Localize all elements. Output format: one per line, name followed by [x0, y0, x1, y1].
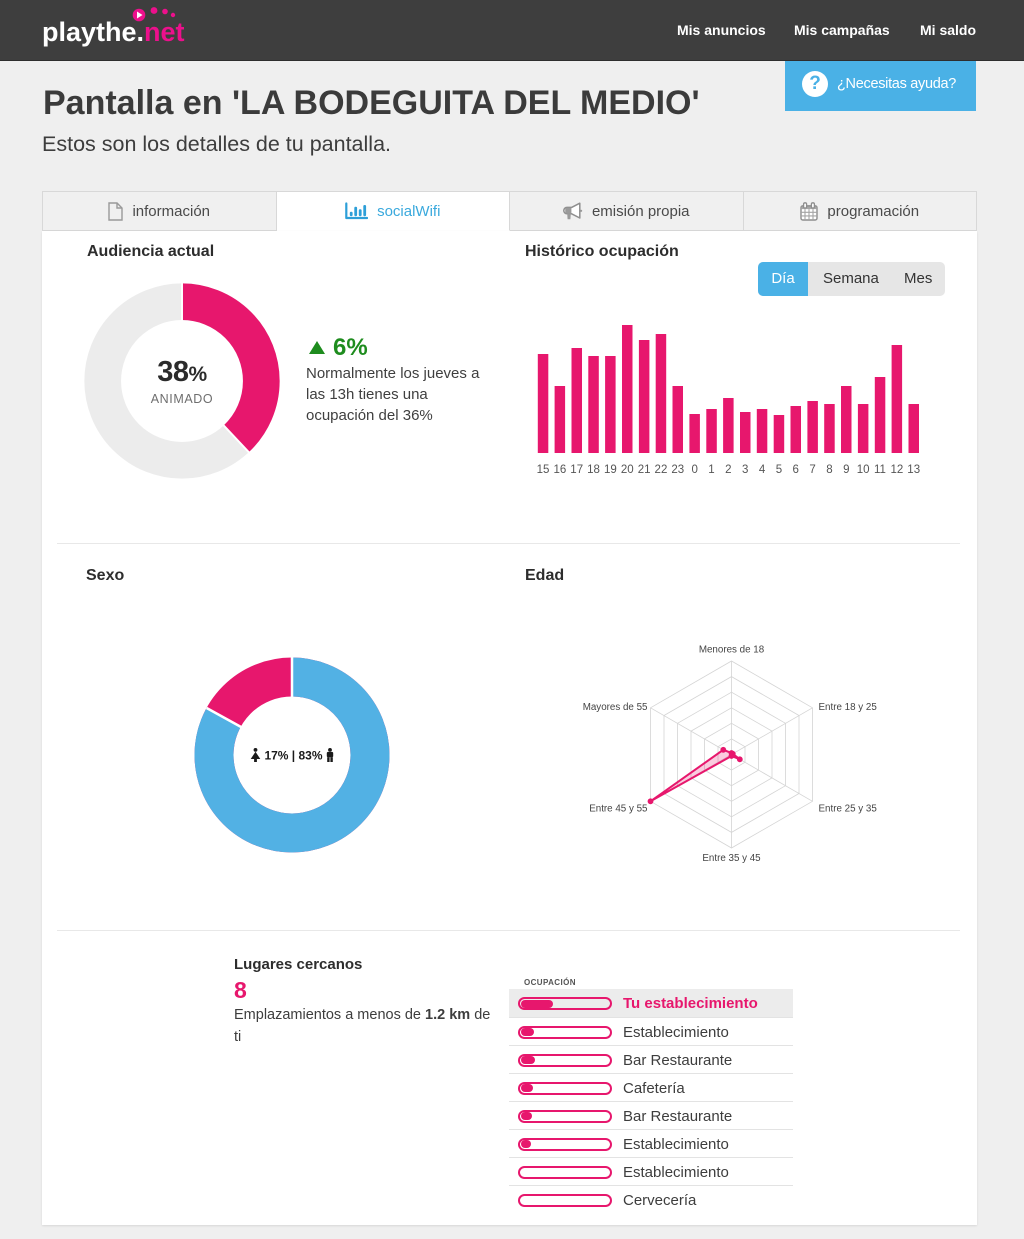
svg-text:Entre 18 y 25: Entre 18 y 25 [819, 702, 878, 713]
svg-text:Mayores de 55: Mayores de 55 [583, 702, 648, 713]
svg-text:10: 10 [857, 464, 870, 476]
svg-text:Menores de 18: Menores de 18 [699, 645, 765, 656]
svg-text:8: 8 [826, 464, 832, 476]
svg-text:16: 16 [553, 464, 566, 476]
svg-text:1: 1 [708, 464, 714, 476]
svg-text:19: 19 [604, 464, 617, 476]
svg-text:15: 15 [537, 464, 550, 476]
svg-text:22: 22 [655, 464, 668, 476]
svg-text:Entre 45 y 55: Entre 45 y 55 [589, 803, 648, 814]
svg-text:9: 9 [843, 464, 849, 476]
svg-text:6: 6 [793, 464, 799, 476]
svg-text:20: 20 [621, 464, 634, 476]
svg-text:23: 23 [671, 464, 684, 476]
svg-text:12: 12 [890, 464, 903, 476]
svg-text:Entre 25 y 35: Entre 25 y 35 [819, 803, 878, 814]
svg-text:17: 17 [570, 464, 583, 476]
svg-text:2: 2 [725, 464, 731, 476]
svg-text:Entre 35 y 45: Entre 35 y 45 [702, 853, 761, 864]
svg-text:13: 13 [907, 464, 920, 476]
svg-text:7: 7 [809, 464, 815, 476]
svg-text:4: 4 [759, 464, 766, 476]
svg-text:11: 11 [874, 464, 886, 476]
svg-text:21: 21 [638, 464, 651, 476]
svg-text:3: 3 [742, 464, 748, 476]
svg-text:0: 0 [691, 464, 697, 476]
svg-text:18: 18 [587, 464, 600, 476]
svg-text:5: 5 [776, 464, 782, 476]
